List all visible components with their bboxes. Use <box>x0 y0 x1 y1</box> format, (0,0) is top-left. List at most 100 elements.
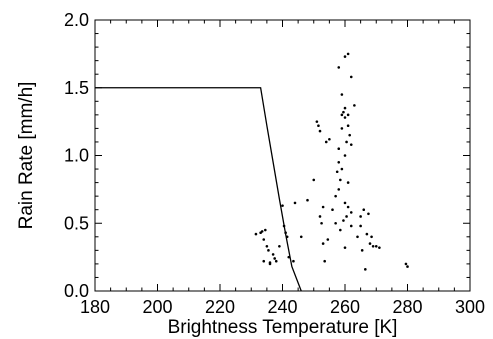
scatter-point <box>346 181 350 184</box>
scatter-point <box>293 201 297 205</box>
y-tick-label: 1.5 <box>64 78 89 98</box>
scatter-point <box>340 93 344 96</box>
scatter-point <box>346 113 350 117</box>
scatter-point <box>324 140 328 144</box>
scatter-point <box>342 110 345 114</box>
scatter-point <box>343 154 347 157</box>
scatter-point <box>264 228 267 232</box>
scatter-point <box>346 52 350 56</box>
scatter-point <box>323 259 326 263</box>
scatter-point <box>339 178 342 182</box>
scatter-point <box>349 75 353 79</box>
scatter-point <box>359 215 362 218</box>
y-tick-label: 0.0 <box>64 281 89 301</box>
y-tick-label: 0.5 <box>64 213 89 233</box>
x-tick-label: 260 <box>330 297 360 317</box>
scatter-point <box>345 140 348 144</box>
scatter-point <box>335 170 339 174</box>
scatter-point <box>406 265 409 268</box>
scatter-point <box>287 255 291 259</box>
scatter-point <box>326 238 330 241</box>
scatter-point <box>262 259 266 263</box>
scatter-point <box>339 228 342 232</box>
scatter-point <box>370 235 373 239</box>
scatter-point <box>340 113 344 117</box>
scatter-point <box>274 259 278 263</box>
scatter-point <box>260 230 264 233</box>
scatter-point <box>340 167 344 171</box>
scatter-point <box>337 66 341 69</box>
scatter-point <box>317 124 320 127</box>
scatter-point <box>334 194 337 198</box>
scatter-point <box>343 106 347 110</box>
x-tick-label: 240 <box>267 297 297 317</box>
scatter-point <box>312 178 316 182</box>
plot-frame <box>94 19 471 292</box>
x-tick-label: 220 <box>205 297 235 317</box>
x-tick-label: 180 <box>80 297 110 317</box>
scatter-point <box>254 232 258 236</box>
scatter-point <box>364 268 367 271</box>
scatter-point <box>262 238 266 241</box>
x-axis-label: Brightness Temperature [K] <box>168 317 398 338</box>
scatter-point <box>267 249 270 252</box>
scatter-point <box>315 120 319 123</box>
scatter-point <box>349 211 353 214</box>
scatter-point <box>343 116 347 119</box>
scatter-point <box>345 215 348 218</box>
scatter-point <box>349 143 353 146</box>
scatter-point <box>281 204 284 207</box>
scatter-point <box>320 221 323 225</box>
y-axis-label: Rain Rate [mm/h] <box>16 82 37 230</box>
x-tick-label: 300 <box>455 297 485 317</box>
scatter-point <box>337 147 341 151</box>
scatter-point <box>346 205 350 209</box>
scatter-point <box>299 235 303 239</box>
x-tick-label: 280 <box>392 297 422 317</box>
scatter-point <box>343 201 347 205</box>
scatter-point <box>337 160 341 164</box>
scatter-point <box>268 262 272 266</box>
scatter-point <box>365 232 369 236</box>
scatter-point <box>292 259 295 263</box>
scatter-point <box>331 208 334 211</box>
scatter-point <box>328 137 331 141</box>
scatter-point <box>337 188 341 191</box>
scatter-point <box>285 235 289 239</box>
threshold-line <box>95 87 302 292</box>
scatter-point <box>404 262 408 266</box>
scatter-point <box>306 198 309 202</box>
scatter-point <box>273 257 276 260</box>
scatter-point <box>343 55 347 58</box>
scatter-point <box>343 246 347 249</box>
x-tick-label: 200 <box>142 297 172 317</box>
scatter-point <box>371 244 375 248</box>
scatter-point <box>360 249 364 252</box>
scatter-point <box>282 224 286 228</box>
scatter-point <box>356 235 359 239</box>
scatter-point <box>346 124 350 127</box>
scatter-point <box>318 129 322 133</box>
scatter-point <box>349 224 353 228</box>
scatter-point <box>374 244 378 248</box>
scatter-point <box>342 219 345 222</box>
scatter-point <box>359 224 362 228</box>
y-tick-label: 1.0 <box>64 146 89 166</box>
scatter-point <box>340 127 344 130</box>
scatter-point <box>353 104 356 107</box>
scatter-point <box>362 208 366 211</box>
scatter-point <box>284 231 287 235</box>
scatter-point <box>321 205 325 209</box>
scatter-point <box>278 244 281 248</box>
scatter-point <box>318 215 322 218</box>
scatter-point <box>334 221 337 225</box>
scatter-point <box>368 242 372 245</box>
scatter-point <box>321 242 325 245</box>
scatter-point <box>378 246 381 249</box>
scatter-point <box>367 212 370 216</box>
scatter-point <box>271 253 275 256</box>
y-tick-label: 2.0 <box>64 10 89 30</box>
scatter-point <box>265 244 269 248</box>
